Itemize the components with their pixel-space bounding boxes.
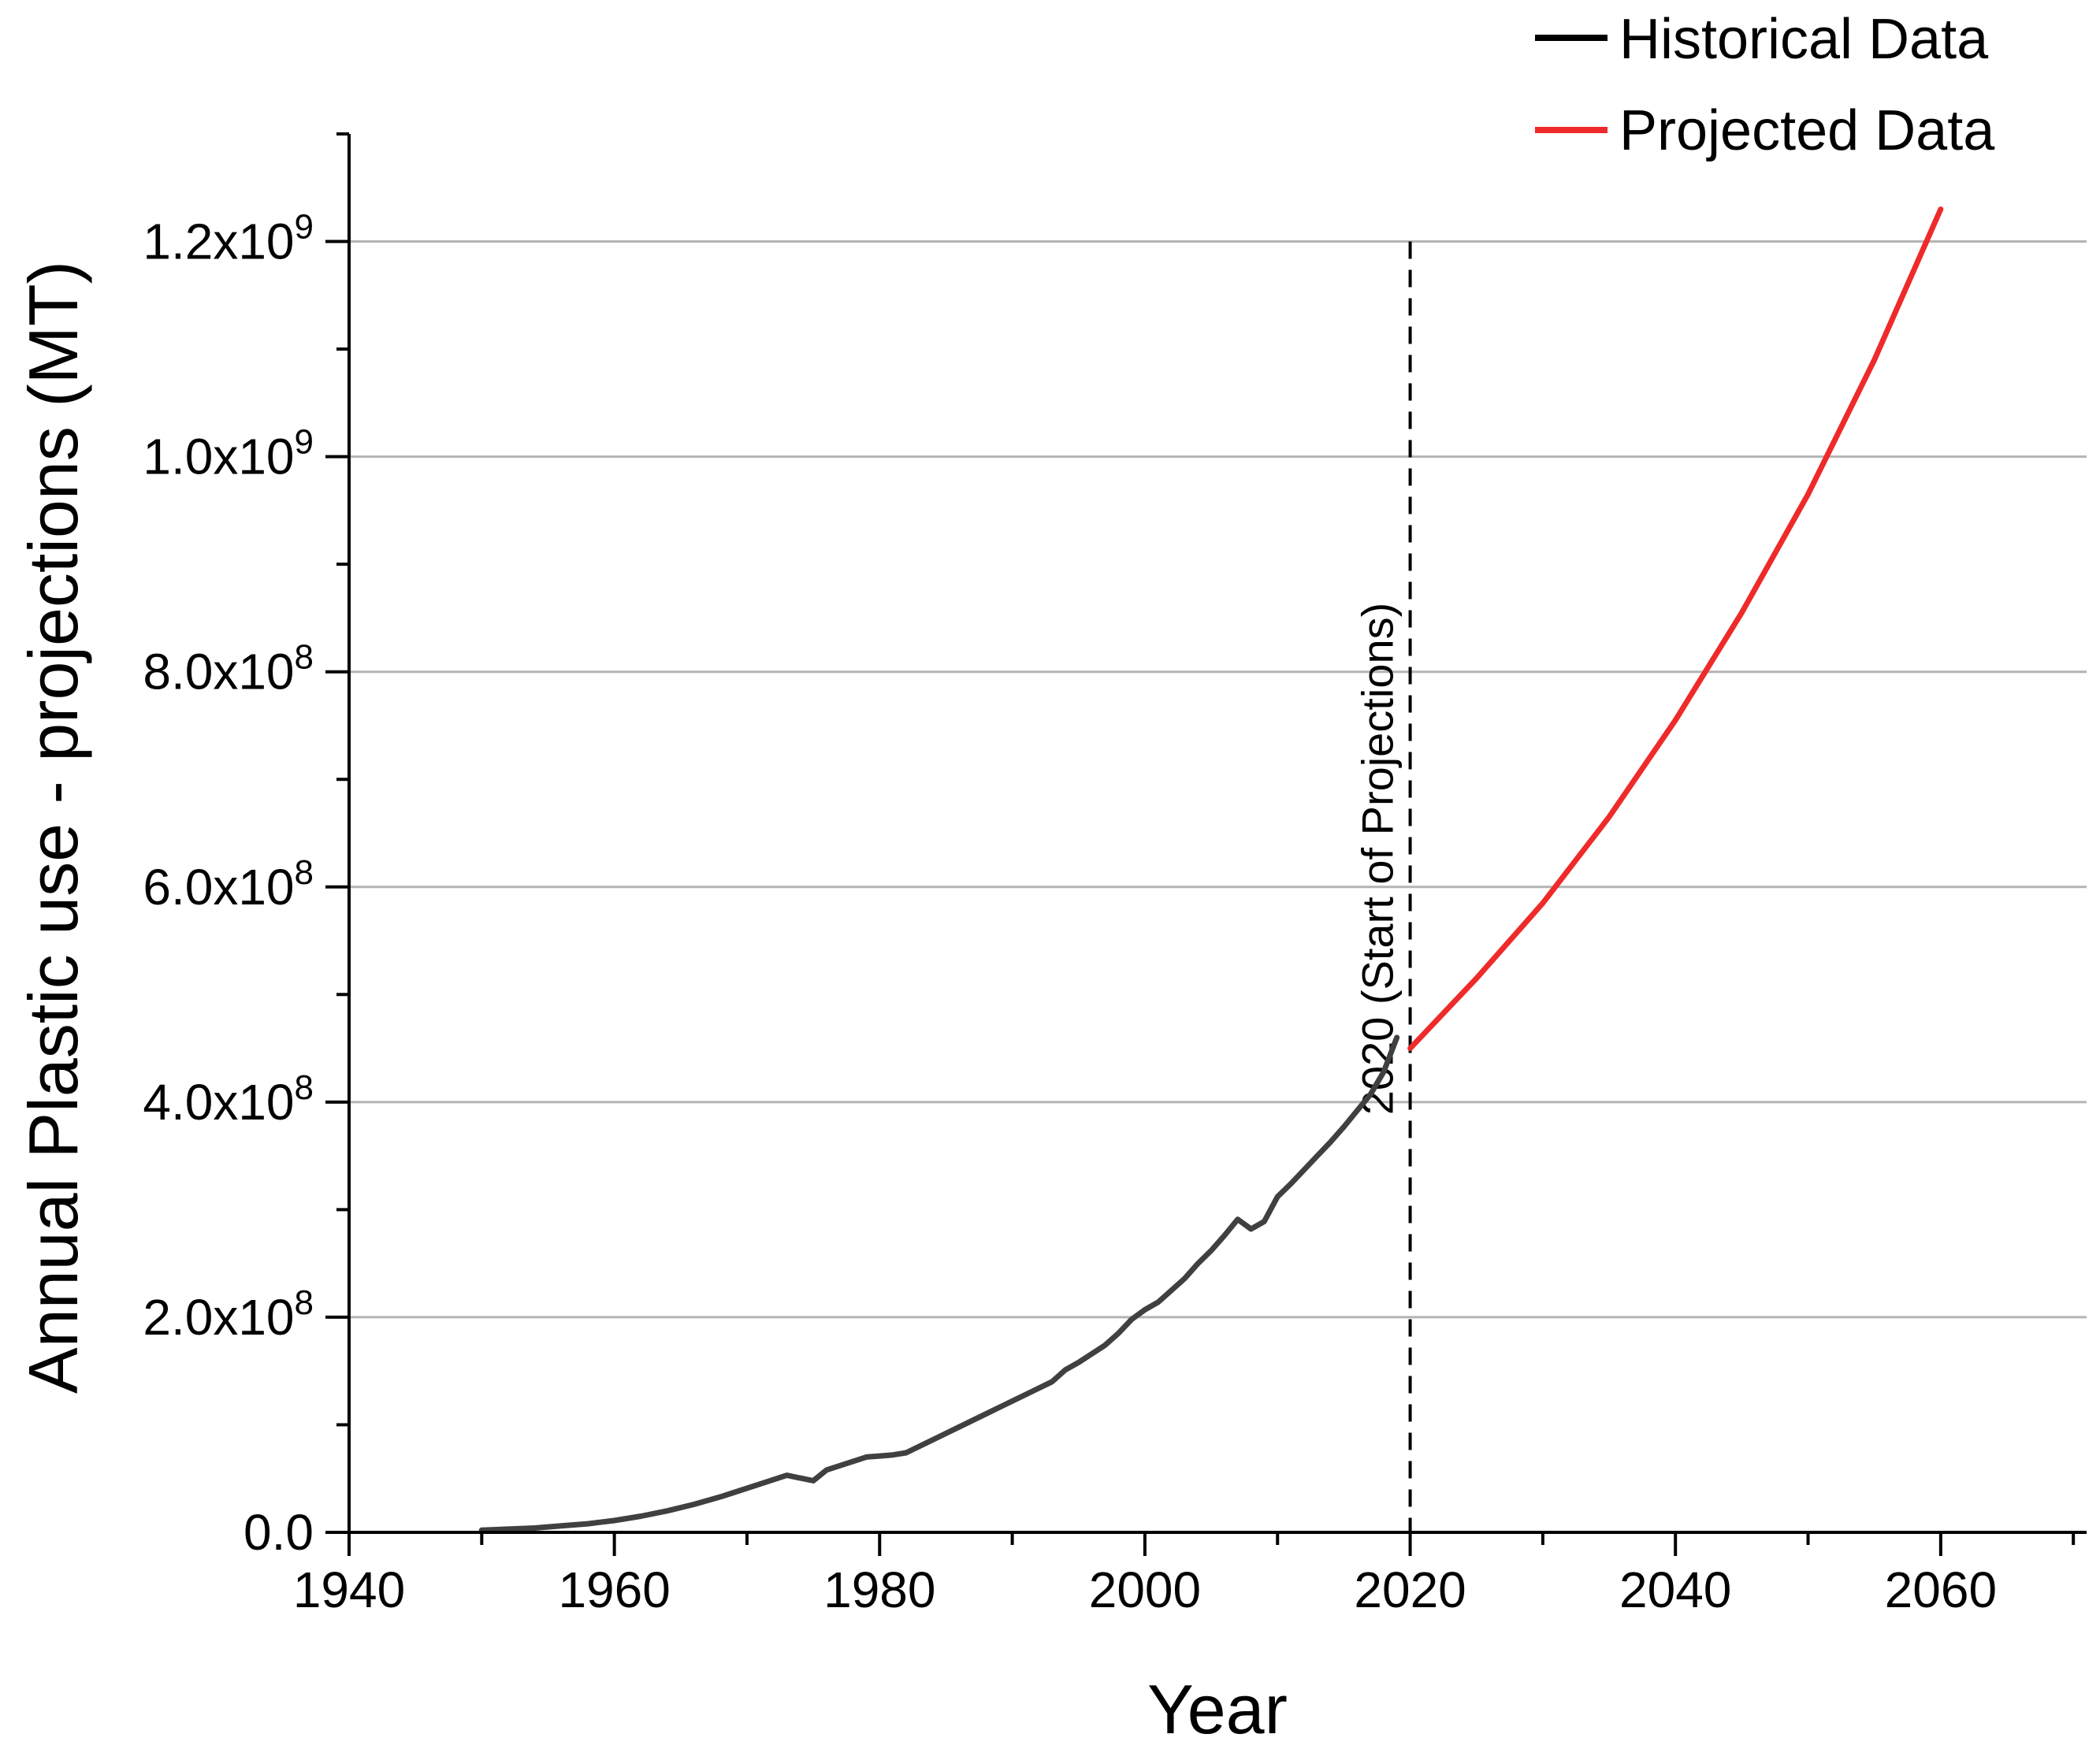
x-tick-label-1940: 1940 — [293, 1561, 405, 1618]
axis-ticks: 1940 1960 1980 2000 2020 2040 2060 0.0 2.0x108 4.… — [143, 132, 2076, 1618]
series-line-historical — [478, 1034, 1400, 1533]
x-tick-label-2060: 2060 — [1885, 1561, 1997, 1618]
y-tick-label-4: 8.0x108 — [143, 638, 314, 700]
y-axis-title: Annual Plastic use - projections (MT) — [14, 261, 92, 1394]
y-tick-label-1: 2.0x108 — [143, 1283, 314, 1346]
projection-start-label: 2020 (Start of Projections) — [1353, 603, 1403, 1116]
y-tick-label-6: 1.2x109 — [143, 208, 314, 270]
x-tick-label-1980: 1980 — [823, 1561, 935, 1618]
x-axis-title: Year — [1147, 1670, 1288, 1748]
gridlines — [349, 240, 2087, 1319]
y-tick-label-2: 4.0x108 — [143, 1068, 314, 1131]
y-tick-label-5: 1.0x109 — [143, 423, 314, 485]
x-tick-label-2000: 2000 — [1089, 1561, 1201, 1618]
x-tick-label-2020: 2020 — [1354, 1561, 1466, 1618]
legend: Historical Data Projected Data — [1535, 8, 1995, 162]
y-tick-label-3: 6.0x108 — [143, 853, 314, 915]
x-tick-label-1960: 1960 — [558, 1561, 670, 1618]
legend-label-historical: Historical Data — [1619, 8, 1989, 71]
projection-start-marker: 2020 (Start of Projections) — [1353, 241, 1412, 1532]
data-series — [478, 206, 1944, 1533]
y-tick-label-0: 0.0 — [243, 1504, 314, 1561]
x-tick-label-2040: 2040 — [1619, 1561, 1731, 1618]
legend-label-projected: Projected Data — [1619, 99, 1995, 162]
series-line-projected — [1407, 206, 1944, 1052]
axes — [348, 134, 2087, 1534]
